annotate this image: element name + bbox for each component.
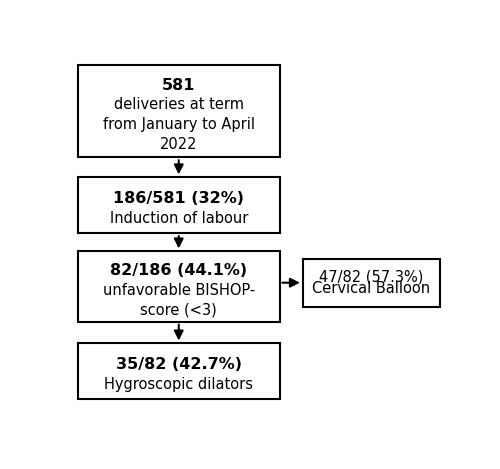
Text: 186/581 (32%): 186/581 (32%) xyxy=(113,191,244,206)
FancyBboxPatch shape xyxy=(78,65,280,158)
FancyBboxPatch shape xyxy=(78,177,280,233)
Text: 581: 581 xyxy=(162,77,196,92)
Text: 82/186 (44.1%): 82/186 (44.1%) xyxy=(110,263,248,278)
Text: from January to April: from January to April xyxy=(103,117,255,132)
FancyBboxPatch shape xyxy=(78,251,280,322)
Text: 2022: 2022 xyxy=(160,137,198,152)
FancyBboxPatch shape xyxy=(303,258,440,307)
FancyBboxPatch shape xyxy=(78,343,280,400)
Text: 47/82 (57.3%): 47/82 (57.3%) xyxy=(320,269,424,284)
Text: Cervical Balloon: Cervical Balloon xyxy=(312,281,430,296)
Text: score (<3): score (<3) xyxy=(140,303,217,318)
Text: Induction of labour: Induction of labour xyxy=(110,211,248,226)
Text: unfavorable BISHOP-: unfavorable BISHOP- xyxy=(102,282,255,297)
Text: Hygroscopic dilators: Hygroscopic dilators xyxy=(104,378,254,393)
Text: deliveries at term: deliveries at term xyxy=(114,98,244,113)
Text: 35/82 (42.7%): 35/82 (42.7%) xyxy=(116,357,242,372)
